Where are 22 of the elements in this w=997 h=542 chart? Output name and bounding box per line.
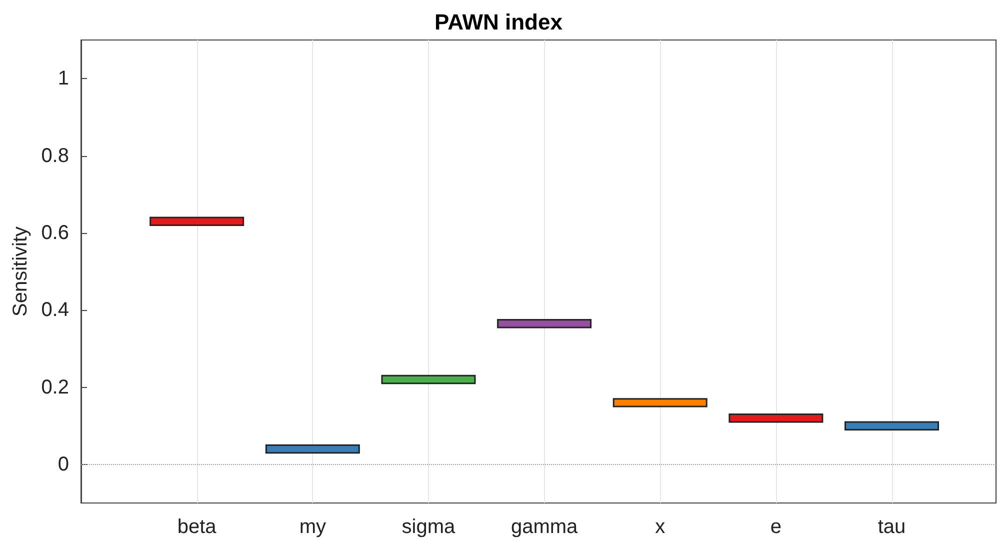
x-tick-label: sigma — [402, 516, 456, 538]
bar — [612, 398, 708, 408]
bar — [497, 318, 592, 328]
y-tick-label: 0.4 — [41, 299, 69, 322]
x-tick-label: x — [655, 516, 666, 538]
x-tick-label: gamma — [510, 516, 579, 538]
x-tick-label: tau — [878, 516, 906, 538]
x-tick-label: e — [770, 516, 782, 538]
bar — [844, 421, 940, 430]
chart-title: PAWN index — [434, 10, 564, 34]
bar — [265, 444, 360, 454]
y-tick-label: 0.6 — [41, 222, 69, 244]
x-tick-label: my — [299, 516, 326, 538]
y-tick-label: 1 — [58, 68, 69, 90]
y-tick-label: 0.2 — [41, 376, 69, 398]
x-tick-label: beta — [177, 516, 218, 538]
bar — [728, 414, 824, 423]
y-axis-title: Sensitivity — [9, 226, 32, 317]
bar — [150, 216, 244, 226]
bar — [381, 374, 476, 384]
y-tick-label: 0.8 — [41, 144, 69, 167]
y-tick-label: 0 — [58, 453, 69, 476]
